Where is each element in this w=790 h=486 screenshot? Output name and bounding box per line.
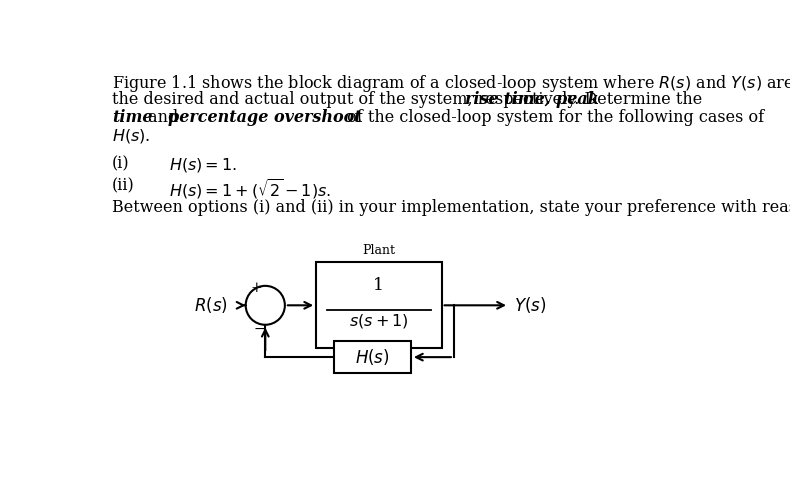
Text: $H(s) = 1 + (\sqrt{2} - 1)s.$: $H(s) = 1 + (\sqrt{2} - 1)s.$ — [169, 177, 331, 201]
Text: and: and — [144, 109, 184, 126]
Text: Figure 1.1 shows the block diagram of a closed-loop system where $R(s)$ and $Y(s: Figure 1.1 shows the block diagram of a … — [112, 73, 790, 94]
Text: (i): (i) — [112, 156, 130, 173]
FancyBboxPatch shape — [334, 341, 411, 373]
Text: $H(s) = 1.$: $H(s) = 1.$ — [169, 156, 237, 174]
Text: time: time — [112, 109, 152, 126]
Text: $Y(s)$: $Y(s)$ — [514, 295, 546, 315]
Text: Plant: Plant — [363, 243, 395, 257]
Text: −: − — [254, 322, 265, 336]
Text: $R(s)$: $R(s)$ — [194, 295, 228, 315]
Text: 1: 1 — [374, 277, 385, 294]
Text: $H(s)$: $H(s)$ — [356, 347, 390, 367]
Text: rise time, peak: rise time, peak — [465, 91, 599, 108]
Text: $H(s)$.: $H(s)$. — [112, 127, 151, 145]
Text: percentage overshoot: percentage overshoot — [168, 109, 362, 126]
Text: of the closed-loop system for the following cases of: of the closed-loop system for the follow… — [342, 109, 765, 126]
Text: the desired and actual output of the system, respectively. Determine the: the desired and actual output of the sys… — [112, 91, 708, 108]
Text: Between options (i) and (ii) in your implementation, state your preference with : Between options (i) and (ii) in your imp… — [112, 199, 790, 216]
Text: $s(s+1)$: $s(s+1)$ — [349, 312, 408, 330]
FancyBboxPatch shape — [316, 262, 442, 348]
Text: +: + — [250, 280, 262, 295]
Text: (ii): (ii) — [112, 177, 135, 194]
